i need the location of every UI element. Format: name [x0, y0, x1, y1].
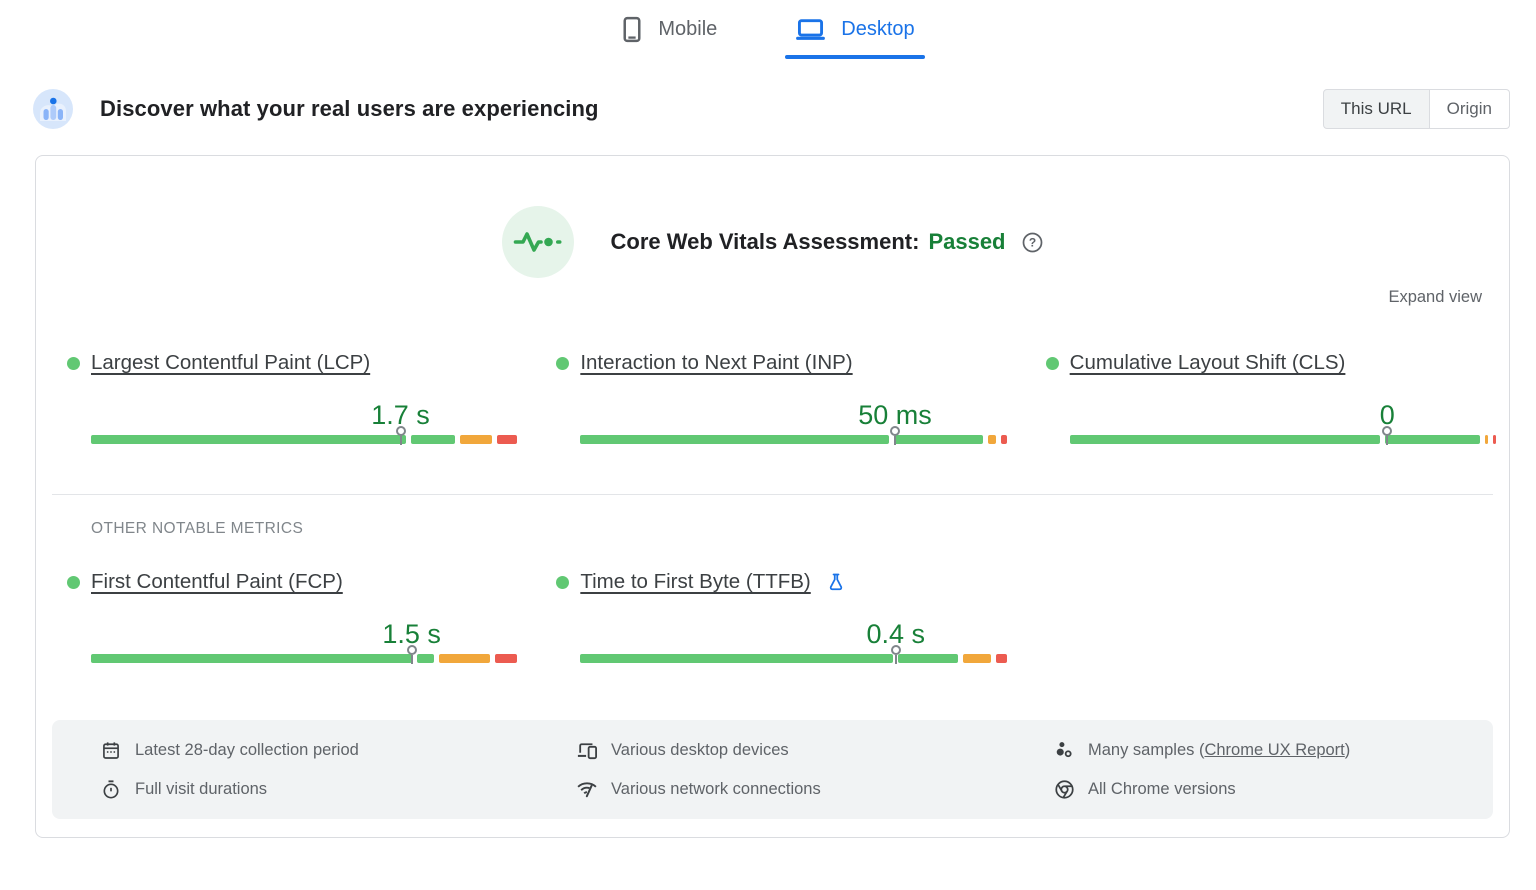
footer-item-text: Various desktop devices — [611, 740, 789, 759]
network-icon — [576, 779, 598, 799]
bar-segment-orange — [1484, 435, 1489, 444]
bar-segment-orange — [988, 435, 996, 444]
good-status-dot-icon — [67, 356, 80, 370]
metric-link-lcp[interactable]: Largest Contentful Paint (LCP) — [91, 351, 371, 374]
footer-item-text: Latest 28-day collection period — [135, 740, 359, 759]
metric-inp: Interaction to Next Paint (INP) 50 ms — [556, 351, 1007, 445]
svg-text:?: ? — [1028, 235, 1035, 249]
toggle-this-url-button[interactable]: This URL — [1322, 89, 1430, 129]
distribution-bar-inp — [580, 426, 1007, 445]
data-source-footer: Latest 28-day collection period Full visi… — [52, 720, 1493, 819]
core-metrics-grid: Largest Contentful Paint (LCP) 1.7 s Inter… — [36, 307, 1509, 445]
bar-segment-green — [416, 654, 434, 663]
metric-cls: Cumulative Layout Shift (CLS) 0 — [1045, 351, 1496, 445]
metric-value-ttfb: 0.4 s — [866, 619, 926, 649]
toggle-origin-button[interactable]: Origin — [1429, 89, 1510, 129]
stopwatch-icon — [100, 779, 122, 800]
footer-item: Full visit durations — [100, 775, 576, 803]
footer-item: All Chrome versions — [1053, 775, 1493, 803]
footer-item-text: Many samples (Chrome UX Report) — [1088, 740, 1351, 759]
p75-marker-icon — [395, 426, 406, 445]
bar-segment-green — [1385, 435, 1480, 444]
footer-item-text: Full visit durations — [135, 779, 268, 798]
calendar-icon — [100, 740, 122, 761]
good-status-dot-icon — [67, 575, 80, 589]
bar-segment-green — [894, 435, 984, 444]
bar-segment-red — [494, 654, 518, 663]
help-icon[interactable]: ? — [1021, 231, 1044, 254]
expand-view-link[interactable]: Expand view — [1388, 288, 1482, 306]
chrome-ux-report-link[interactable]: Chrome UX Report — [1204, 740, 1345, 759]
bar-segment-green — [898, 654, 959, 663]
bar-segment-green — [580, 435, 890, 444]
p75-marker-icon — [1382, 426, 1393, 445]
footer-item: Various network connections — [576, 775, 1053, 803]
footer-column-1: Latest 28-day collection period Full visi… — [100, 736, 576, 803]
device-tabs: Mobile Desktop — [0, 0, 1536, 59]
p75-marker-icon — [406, 645, 417, 664]
metric-ttfb: Time to First Byte (TTFB) 0.4 s — [556, 570, 1007, 664]
metric-link-inp[interactable]: Interaction to Next Paint (INP) — [580, 351, 853, 374]
assessment-title: Core Web Vitals Assessment: — [610, 229, 920, 254]
footer-column-2: Various desktop devices Various network c… — [576, 736, 1053, 803]
bar-segment-green — [91, 654, 412, 663]
footer-item-text: Various network connections — [611, 779, 821, 798]
metric-value-cls: 0 — [1379, 400, 1395, 430]
bar-segment-green — [411, 435, 455, 444]
metric-value-fcp: 1.5 s — [382, 619, 441, 649]
bar-segment-orange — [438, 654, 490, 663]
metric-value-inp: 50 ms — [858, 400, 932, 430]
other-metrics-grid: First Contentful Paint (FCP) 1.5 s Time to… — [36, 538, 1509, 664]
chrome-icon — [1053, 779, 1075, 800]
other-metrics-label: OTHER NOTABLE METRICS — [91, 520, 304, 537]
good-status-dot-icon — [556, 575, 570, 589]
metric-lcp: Largest Contentful Paint (LCP) 1.7 s — [67, 351, 518, 445]
footer-column-3: Many samples (Chrome UX Report) All Chrom… — [1053, 736, 1493, 803]
metric-link-fcp[interactable]: First Contentful Paint (FCP) — [91, 570, 343, 593]
metric-value-lcp: 1.7 s — [371, 400, 430, 430]
distribution-bar-cls — [1069, 426, 1496, 445]
assessment-status: Passed — [928, 229, 1006, 254]
field-data-header: Discover what your real users are experi… — [33, 89, 1510, 129]
url-origin-toggle: This URL Origin — [1322, 89, 1510, 129]
good-status-dot-icon — [556, 356, 570, 370]
bar-segment-orange — [459, 435, 492, 444]
bar-segment-red — [1000, 435, 1007, 444]
experimental-flask-icon[interactable] — [826, 571, 846, 593]
distribution-bar-ttfb — [580, 645, 1007, 664]
bar-segment-green — [580, 654, 894, 663]
pulse-icon — [501, 206, 574, 278]
metric-fcp: First Contentful Paint (FCP) 1.5 s — [67, 570, 518, 664]
bar-segment-orange — [963, 654, 991, 663]
laptop-icon — [795, 17, 826, 42]
bar-segment-green — [91, 435, 407, 444]
field-data-icon — [33, 89, 73, 129]
footer-item: Many samples (Chrome UX Report) — [1053, 736, 1493, 764]
bar-segment-green — [1069, 435, 1381, 444]
footer-item: Latest 28-day collection period — [100, 736, 576, 764]
devices-icon — [576, 740, 598, 760]
core-web-vitals-card: Core Web Vitals Assessment: Passed ? Exp… — [35, 155, 1510, 838]
footer-item: Various desktop devices — [576, 736, 1053, 764]
samples-icon — [1053, 740, 1075, 760]
bar-segment-red — [995, 654, 1007, 663]
tab-label: Mobile — [658, 18, 718, 40]
bar-segment-red — [496, 435, 518, 444]
page-title: Discover what your real users are experi… — [100, 96, 599, 121]
metric-link-ttfb[interactable]: Time to First Byte (TTFB) — [580, 570, 811, 593]
tab-mobile[interactable]: Mobile — [611, 10, 727, 59]
metric-link-cls[interactable]: Cumulative Layout Shift (CLS) — [1069, 351, 1346, 374]
p75-marker-icon — [889, 426, 900, 445]
p75-marker-icon — [890, 645, 901, 664]
tab-label: Desktop — [841, 18, 915, 40]
bar-segment-red — [1493, 435, 1496, 444]
section-divider — [52, 494, 1493, 495]
assessment-header: Core Web Vitals Assessment: Passed ? — [36, 206, 1509, 278]
good-status-dot-icon — [1045, 356, 1059, 370]
phone-icon — [621, 16, 643, 43]
distribution-bar-fcp — [91, 645, 518, 664]
distribution-bar-lcp — [91, 426, 518, 445]
footer-item-text: All Chrome versions — [1088, 779, 1236, 798]
tab-desktop[interactable]: Desktop — [785, 10, 926, 59]
